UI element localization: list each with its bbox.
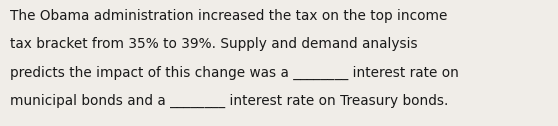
Text: tax bracket from 35% to 39%. Supply and demand analysis: tax bracket from 35% to 39%. Supply and … bbox=[10, 37, 418, 51]
Text: municipal bonds and a ________ interest rate on Treasury bonds.: municipal bonds and a ________ interest … bbox=[10, 94, 449, 108]
Text: predicts the impact of this change was a ________ interest rate on: predicts the impact of this change was a… bbox=[10, 66, 459, 80]
Text: The Obama administration increased the tax on the top income: The Obama administration increased the t… bbox=[10, 9, 448, 23]
